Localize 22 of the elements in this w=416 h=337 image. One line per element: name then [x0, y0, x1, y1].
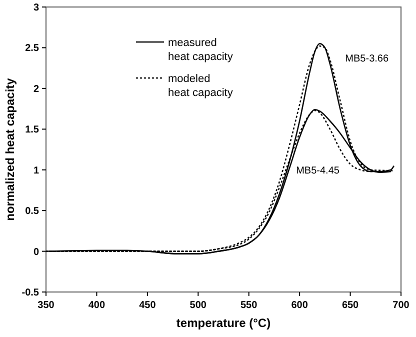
y-tick-label: 1.5 — [25, 124, 40, 136]
y-tick-label: 2 — [33, 84, 40, 95]
y-tick-label: 0 — [33, 246, 40, 258]
y-tick-label: 3 — [33, 2, 40, 14]
y-axis-title: normalized heat capacity — [3, 78, 17, 221]
annotation: MB5-4.45 — [296, 166, 340, 177]
x-tick-label: 650 — [342, 300, 360, 311]
legend-label: measured heat capacity — [168, 37, 234, 63]
x-tick-label: 550 — [240, 300, 258, 311]
y-tick-label: -0.5 — [22, 288, 40, 298]
x-axis-title: temperature (°C) — [176, 316, 271, 330]
y-tick-label: 2.5 — [25, 43, 40, 54]
x-tick-label: 450 — [139, 300, 156, 311]
y-tick-label: 1 — [33, 165, 40, 176]
x-tick-label: 500 — [190, 300, 207, 311]
x-tick-label: 350 — [38, 300, 55, 311]
x-tick-label: 700 — [392, 300, 410, 311]
x-tick-label: 400 — [88, 300, 106, 311]
annotation: MB5-3.66 — [345, 54, 389, 65]
legend-label: modeled heat capacity — [168, 73, 234, 99]
y-tick-label: 0.5 — [25, 206, 40, 218]
x-tick-label: 600 — [291, 300, 308, 311]
